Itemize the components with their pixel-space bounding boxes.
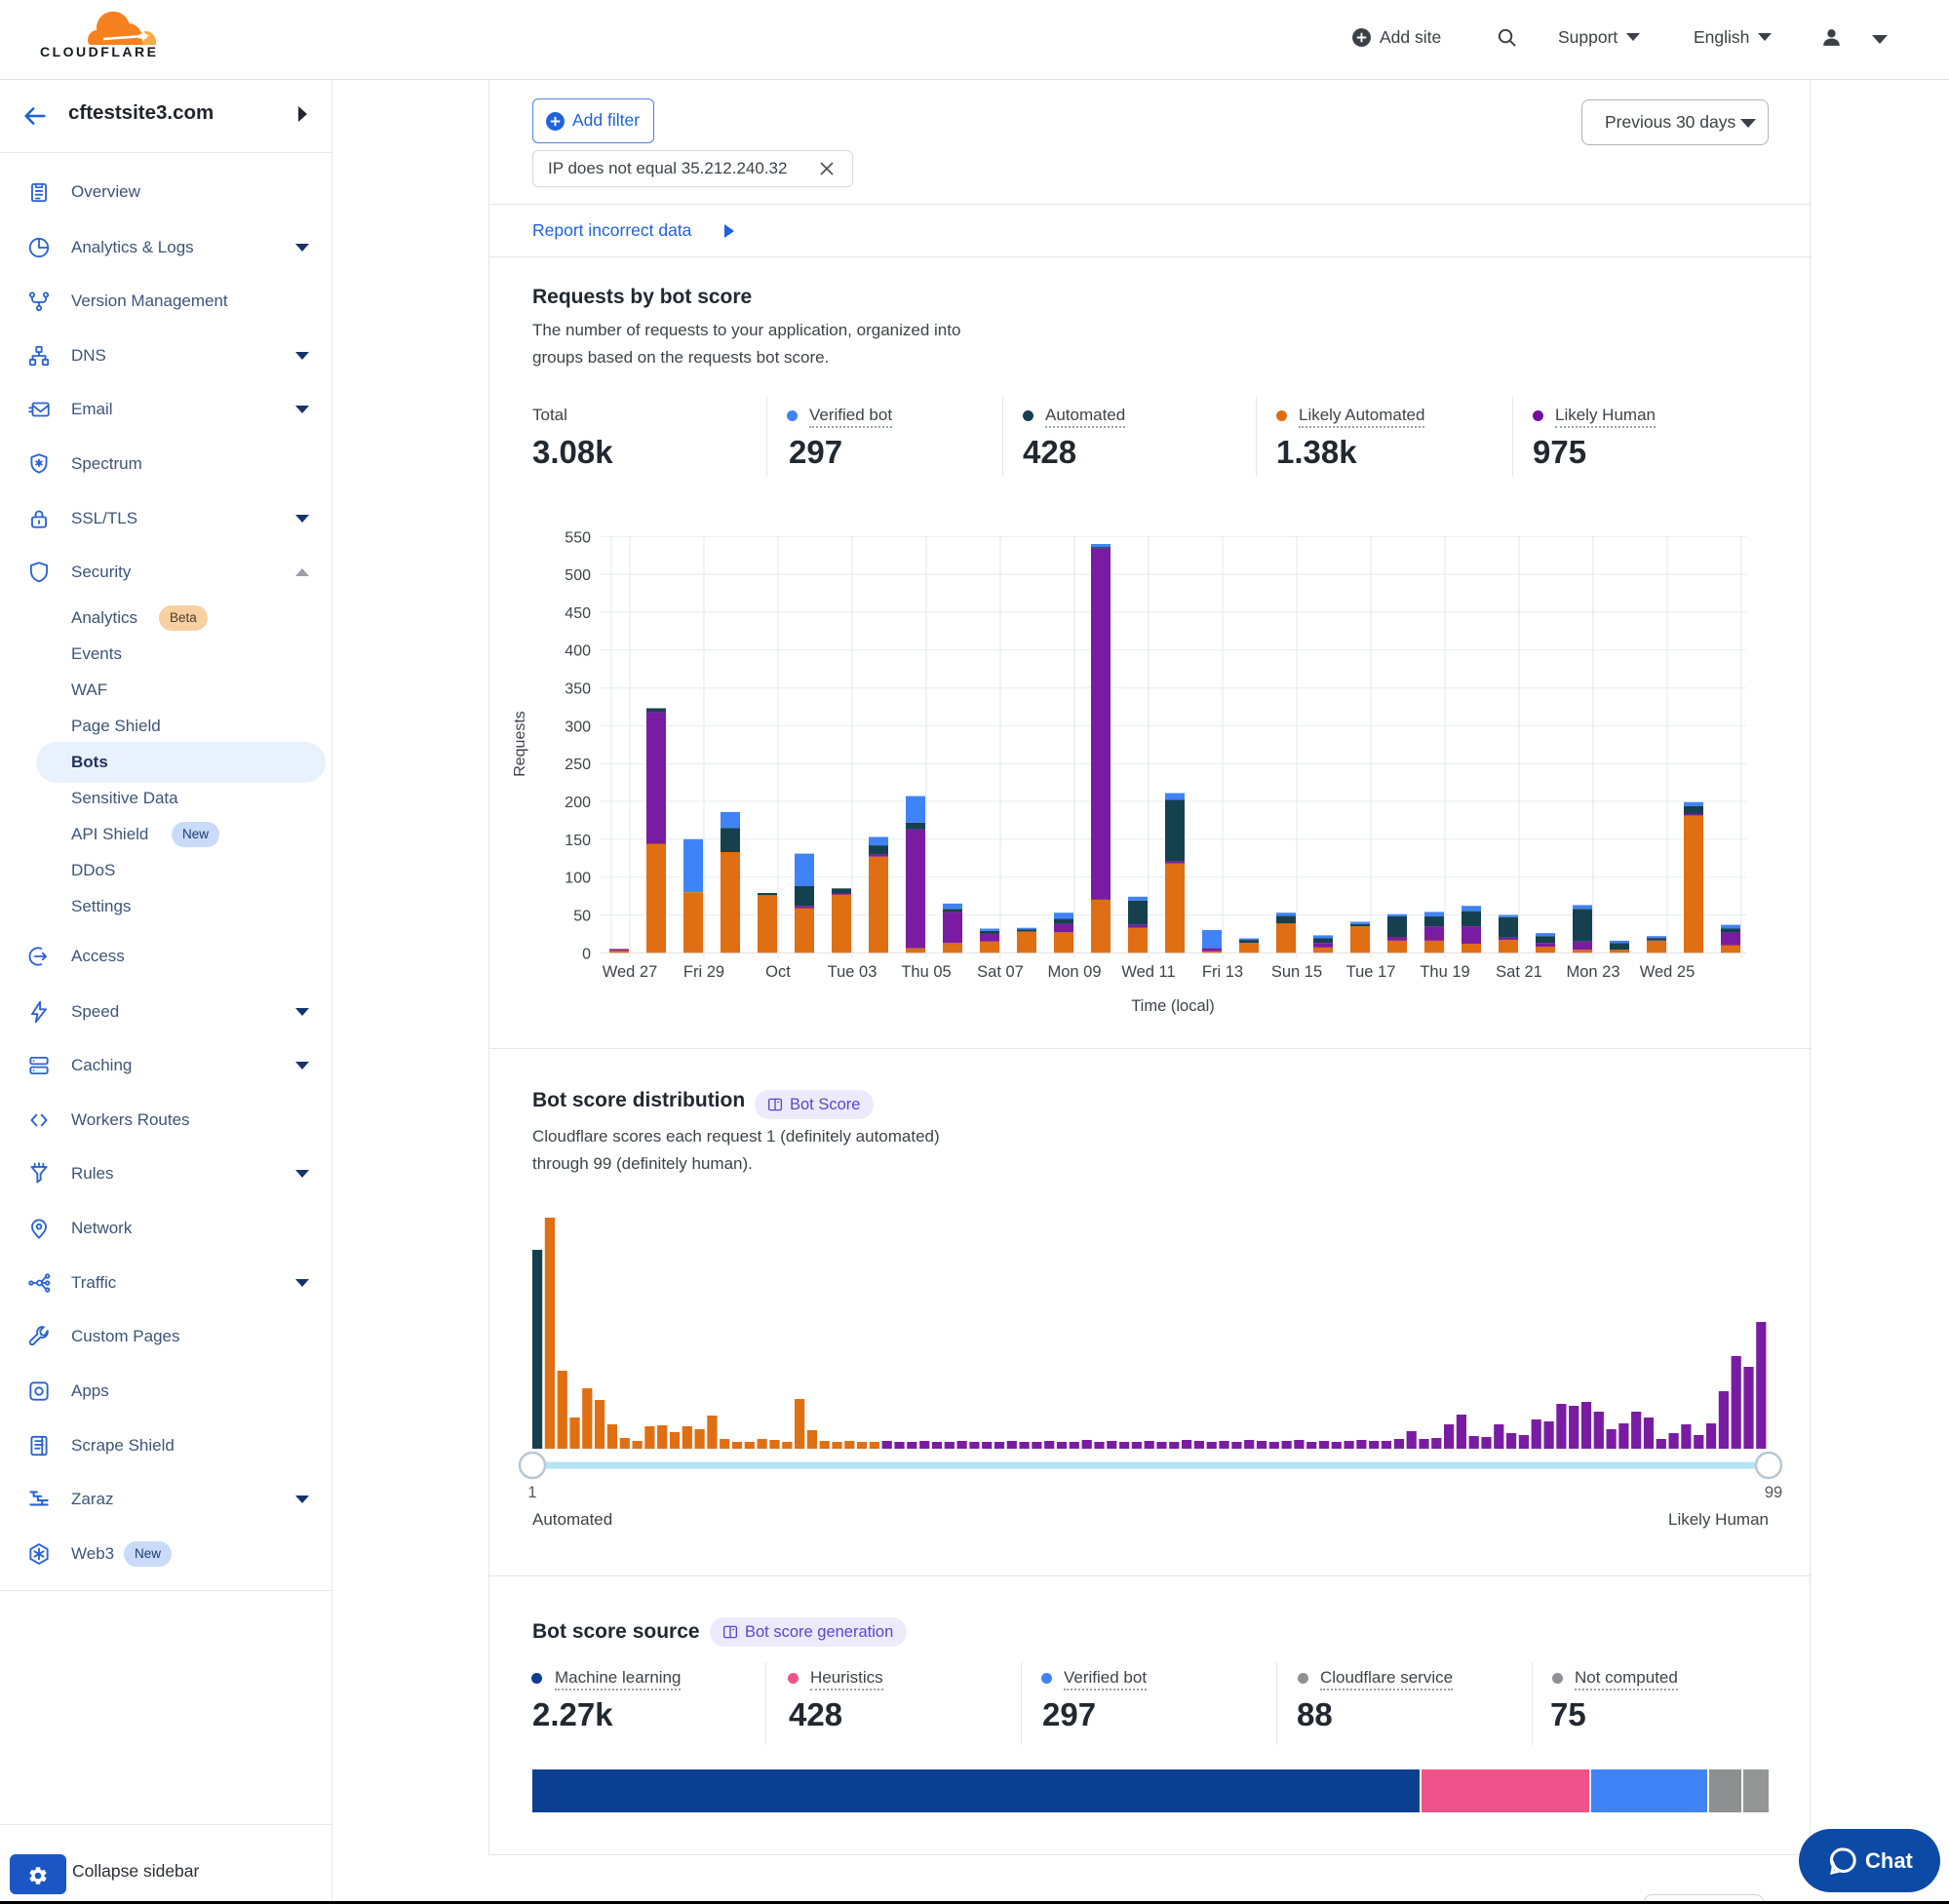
svg-text:Tue 03: Tue 03 (828, 963, 877, 981)
svg-text:0: 0 (582, 946, 591, 962)
svg-text:Fri 29: Fri 29 (683, 963, 724, 981)
svg-text:450: 450 (565, 605, 591, 622)
svg-text:500: 500 (565, 567, 591, 584)
svg-text:Tue 17: Tue 17 (1346, 963, 1396, 981)
svg-text:Thu 19: Thu 19 (1420, 963, 1469, 981)
svg-text:Sun 15: Sun 15 (1271, 963, 1322, 981)
svg-text:350: 350 (565, 681, 591, 698)
svg-text:Oct: Oct (765, 963, 791, 981)
svg-text:300: 300 (565, 719, 591, 735)
svg-text:150: 150 (565, 833, 591, 849)
svg-text:550: 550 (565, 529, 591, 546)
svg-text:Automated: Automated (532, 1510, 612, 1529)
svg-text:Likely Human: Likely Human (1668, 1510, 1769, 1529)
svg-text:Mon 23: Mon 23 (1566, 963, 1619, 981)
svg-text:Mon 09: Mon 09 (1047, 963, 1101, 981)
svg-text:Wed 11: Wed 11 (1121, 963, 1175, 981)
svg-text:Thu 05: Thu 05 (901, 963, 951, 981)
svg-text:Fri 13: Fri 13 (1202, 963, 1243, 981)
svg-text:250: 250 (565, 757, 591, 773)
svg-text:Sat 21: Sat 21 (1496, 963, 1542, 981)
svg-text:Time (local): Time (local) (1131, 997, 1215, 1015)
svg-text:100: 100 (565, 871, 591, 887)
svg-text:Sat 07: Sat 07 (977, 963, 1024, 981)
svg-text:Requests: Requests (512, 711, 528, 777)
svg-text:200: 200 (565, 795, 591, 811)
svg-text:400: 400 (565, 643, 591, 660)
svg-text:1: 1 (527, 1484, 536, 1501)
svg-text:Wed 25: Wed 25 (1640, 963, 1696, 981)
svg-text:Wed 27: Wed 27 (603, 963, 658, 981)
svg-text:99: 99 (1765, 1484, 1782, 1501)
svg-text:50: 50 (573, 909, 591, 925)
